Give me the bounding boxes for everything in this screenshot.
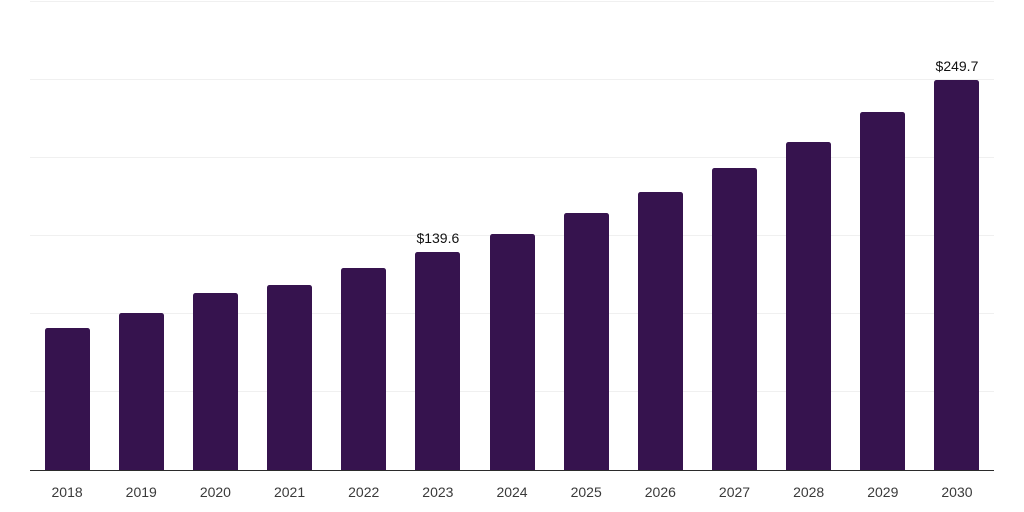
bars: $139.6 $249.7 [30,2,994,470]
bar-slot-2025 [549,2,623,470]
bar-2019[interactable] [118,312,164,470]
x-tick-label-2023: 2023 [422,484,454,500]
bar-slot-2018 [30,2,104,470]
gridline-300 [30,1,994,2]
bar-2028[interactable] [786,141,832,470]
x-tick-label-2030: 2030 [941,484,973,500]
bar-2027[interactable] [711,168,757,470]
bar-2025[interactable] [563,213,609,470]
bar-value-label-2023: $139.6 [416,230,460,247]
bar-2026[interactable] [637,191,683,470]
x-tick-label-2018: 2018 [51,484,83,500]
x-axis-labels: 2018 2019 2020 2021 2022 2023 2024 2025 2026 2027… [30,484,994,500]
bar-2020[interactable] [192,293,238,470]
bar-slot-2020 [178,2,252,470]
bar-slot-2024 [475,2,549,470]
x-tick-label-2019: 2019 [125,484,157,500]
bar-2021[interactable] [267,284,313,470]
bar-2023[interactable] [415,252,461,470]
bar-2030[interactable] [934,80,980,470]
x-tick-label-2024: 2024 [496,484,528,500]
bar-slot-2021 [252,2,326,470]
x-tick-label-2025: 2025 [570,484,602,500]
bar-slot-2026 [623,2,697,470]
bar-slot-2028 [772,2,846,470]
gridline-200 [30,157,994,158]
bar-slot-2023: $139.6 [401,2,475,470]
bar-2018[interactable] [44,327,90,470]
bar-2022[interactable] [341,268,387,470]
bar-value-label-2030: $249.7 [935,58,979,75]
x-tick-label-2026: 2026 [644,484,676,500]
x-tick-label-2020: 2020 [199,484,231,500]
x-tick-label-2027: 2027 [718,484,751,500]
x-tick-label-2029: 2029 [867,484,899,500]
bar-slot-2030: $249.7 [920,2,994,470]
x-axis-line [30,469,994,471]
bar-2024[interactable] [489,233,535,470]
bar-slot-2027 [697,2,771,470]
x-tick-label-2028: 2028 [793,484,825,500]
bar-slot-2019 [104,2,178,470]
bar-slot-2022 [327,2,401,470]
x-tick-label-2022: 2022 [348,484,380,500]
gridline-250 [30,79,994,80]
bar-slot-2029 [846,2,920,470]
x-tick-label-2021: 2021 [273,484,306,500]
plot-area: $139.6 $249.7 [30,1,994,471]
bar-2029[interactable] [860,112,906,470]
